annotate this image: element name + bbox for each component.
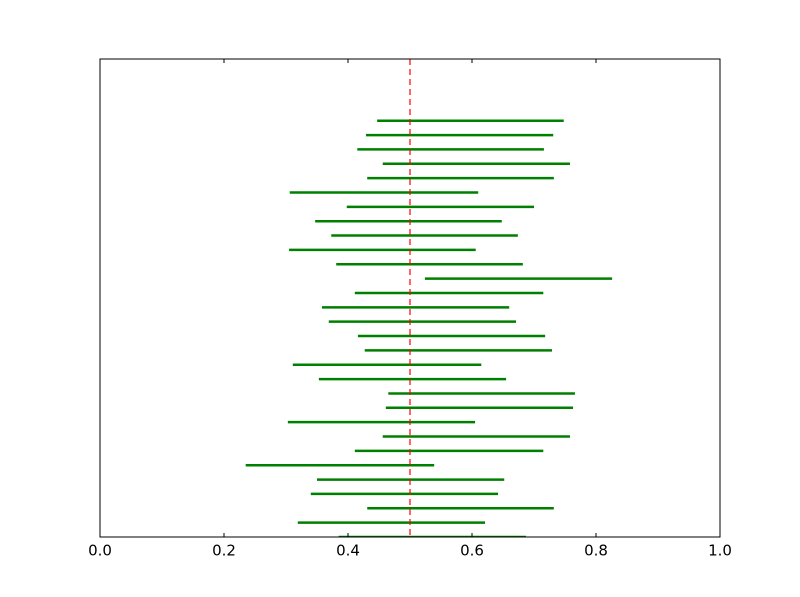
x-tick-label: 1.0 — [708, 542, 732, 560]
x-tick-label: 0.4 — [336, 542, 360, 560]
x-tick-label: 0.8 — [584, 542, 608, 560]
axes-frame — [99, 58, 721, 538]
plot-area — [245, 59, 613, 537]
x-tick-label: 0.6 — [460, 542, 484, 560]
x-tick-label: 0.0 — [88, 542, 112, 560]
x-tick-label: 0.2 — [212, 542, 236, 560]
